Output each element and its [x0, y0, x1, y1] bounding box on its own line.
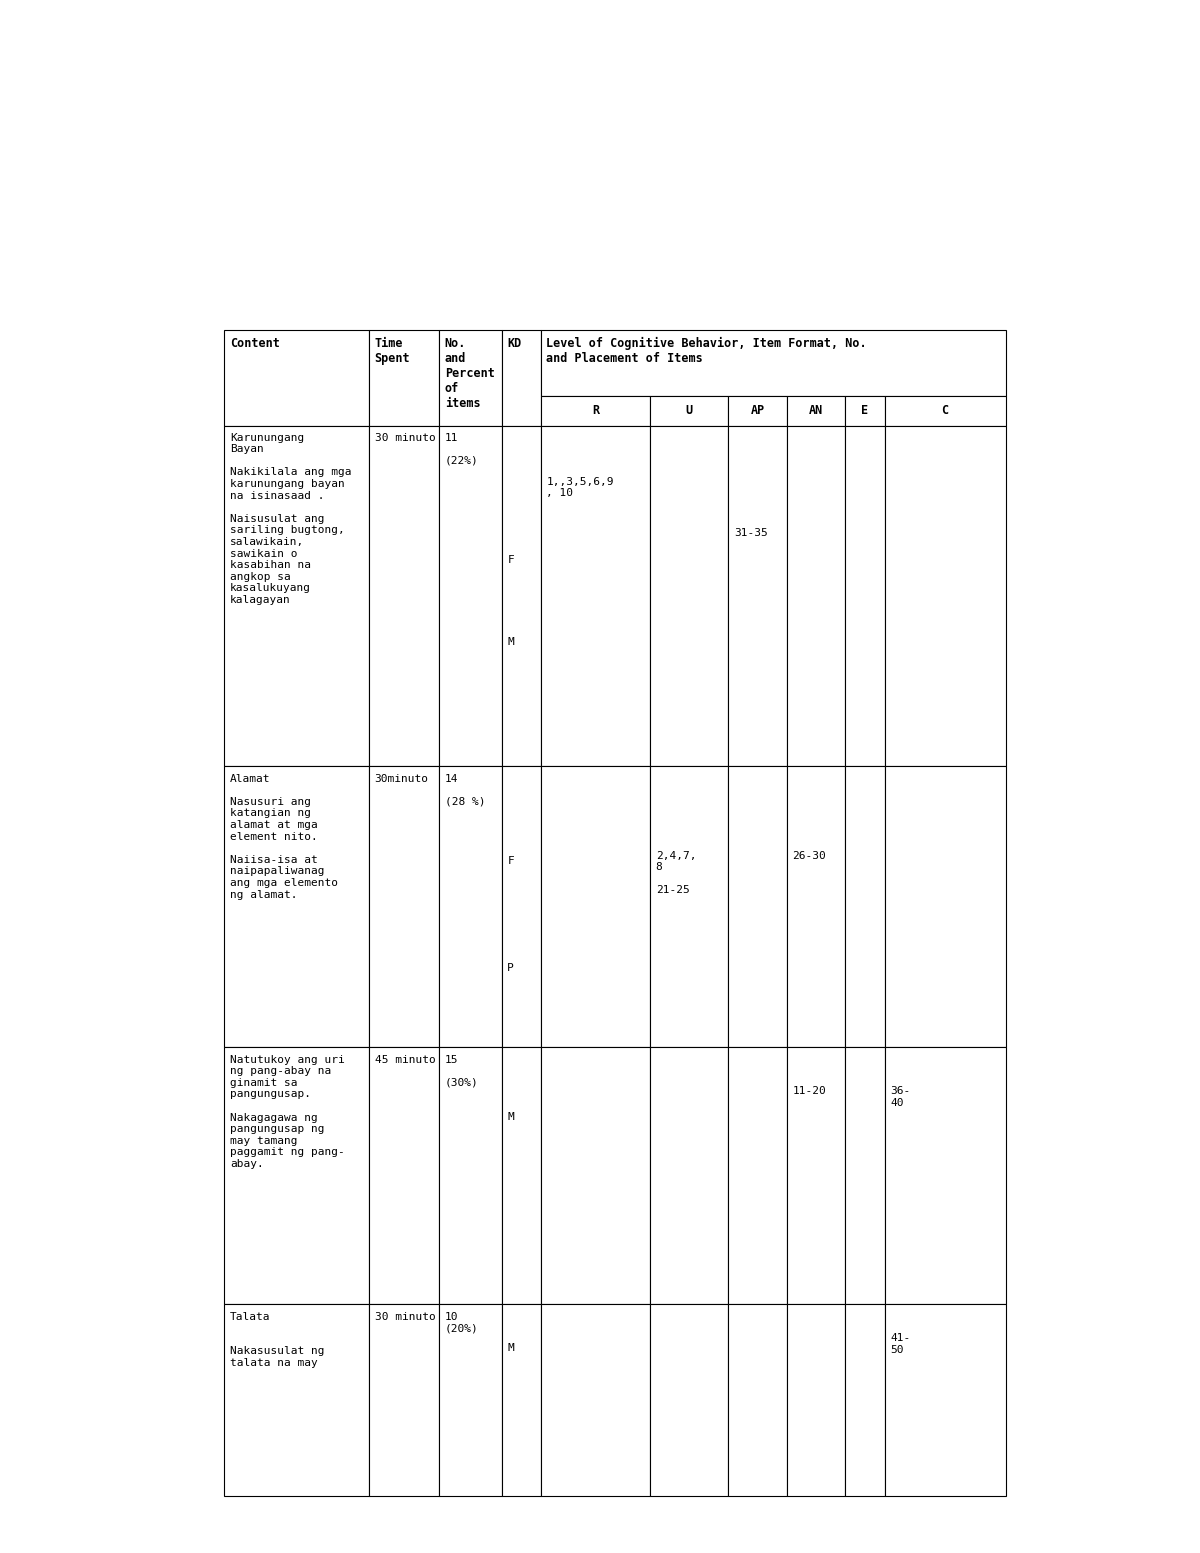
Bar	[787, 426, 846, 766]
Bar	[846, 766, 884, 1047]
Text: M: M	[508, 1343, 514, 1353]
Bar	[439, 426, 502, 766]
Text: M: M	[508, 1112, 514, 1121]
Text: Content: Content	[230, 337, 280, 349]
Bar	[787, 1305, 846, 1496]
Text: F: F	[508, 856, 514, 867]
Text: 1,,3,5,6,9
, 10: 1,,3,5,6,9 , 10	[546, 477, 614, 499]
Bar	[884, 1305, 1006, 1496]
Text: 41-
50: 41- 50	[890, 1332, 911, 1354]
Bar	[787, 396, 846, 426]
Bar	[368, 766, 439, 1047]
Text: Alamat

Nasusuri ang
katangian ng
alamat at mga
element nito.

Naiisa-isa at
nai: Alamat Nasusuri ang katangian ng alamat …	[230, 773, 338, 899]
Bar	[846, 426, 884, 766]
Bar	[541, 1047, 650, 1305]
Text: 11-20: 11-20	[792, 1086, 826, 1096]
Text: E: E	[862, 404, 869, 418]
Text: No.
and
Percent
of
items: No. and Percent of items	[445, 337, 494, 410]
Bar	[439, 1047, 502, 1305]
Text: 30 minuto: 30 minuto	[374, 1312, 436, 1322]
Bar	[884, 1047, 1006, 1305]
Bar	[224, 426, 368, 766]
Bar	[650, 426, 728, 766]
Bar	[846, 1305, 884, 1496]
Text: 10
(20%): 10 (20%)	[445, 1312, 479, 1332]
Bar	[368, 1305, 439, 1496]
Text: AN: AN	[809, 404, 823, 418]
Text: P: P	[508, 963, 514, 974]
Text: 11

(22%): 11 (22%)	[445, 433, 479, 466]
Bar	[846, 1047, 884, 1305]
Bar	[728, 396, 787, 426]
Bar	[728, 1047, 787, 1305]
Bar	[439, 766, 502, 1047]
Text: Natutukoy ang uri
ng pang-abay na
ginamit sa
pangungusap.

Nakagagawa ng
pangung: Natutukoy ang uri ng pang-abay na ginami…	[230, 1054, 344, 1169]
Bar	[650, 1047, 728, 1305]
Text: AP: AP	[750, 404, 764, 418]
Bar	[368, 426, 439, 766]
Bar	[541, 329, 1006, 396]
Text: 36-
40: 36- 40	[890, 1086, 911, 1107]
Bar	[502, 1305, 541, 1496]
Text: U: U	[685, 404, 692, 418]
Bar	[541, 396, 650, 426]
Text: 26-30: 26-30	[792, 851, 826, 860]
Bar	[728, 1305, 787, 1496]
Bar	[224, 1047, 368, 1305]
Bar	[439, 329, 502, 426]
Text: F: F	[508, 554, 514, 565]
Bar	[224, 1305, 368, 1496]
Bar	[884, 766, 1006, 1047]
Bar	[502, 766, 541, 1047]
Bar	[884, 396, 1006, 426]
Text: R: R	[592, 404, 599, 418]
Bar	[787, 1047, 846, 1305]
Text: Karunungang
Bayan

Nakikilala ang mga
karunungang bayan
na isinasaad .

Naisusul: Karunungang Bayan Nakikilala ang mga kar…	[230, 433, 352, 606]
Bar	[884, 426, 1006, 766]
Bar	[224, 766, 368, 1047]
Bar	[224, 329, 368, 426]
Text: 30 minuto: 30 minuto	[374, 433, 436, 443]
Text: KD: KD	[508, 337, 522, 349]
Text: Talata


Nakasusulat ng
talata na may: Talata Nakasusulat ng talata na may	[230, 1312, 324, 1368]
Text: 15

(30%): 15 (30%)	[445, 1054, 479, 1087]
Bar	[541, 766, 650, 1047]
Text: C: C	[942, 404, 949, 418]
Text: 14

(28 %): 14 (28 %)	[445, 773, 485, 806]
Bar	[728, 426, 787, 766]
Bar	[502, 329, 541, 426]
Text: Level of Cognitive Behavior, Item Format, No.
and Placement of Items: Level of Cognitive Behavior, Item Format…	[546, 337, 866, 365]
Bar	[650, 396, 728, 426]
Text: Time
Spent: Time Spent	[374, 337, 410, 365]
Bar	[502, 426, 541, 766]
Bar	[439, 1305, 502, 1496]
Bar	[787, 766, 846, 1047]
Text: M: M	[508, 637, 514, 646]
Bar	[650, 1305, 728, 1496]
Bar	[368, 329, 439, 426]
Bar	[728, 766, 787, 1047]
Bar	[541, 1305, 650, 1496]
Text: 30minuto: 30minuto	[374, 773, 428, 784]
Bar	[650, 766, 728, 1047]
Bar	[502, 1047, 541, 1305]
Text: 31-35: 31-35	[734, 528, 768, 537]
Text: 2,4,7,
8

21-25: 2,4,7, 8 21-25	[655, 851, 696, 896]
Bar	[846, 396, 884, 426]
Text: 45 minuto: 45 minuto	[374, 1054, 436, 1064]
Bar	[368, 1047, 439, 1305]
Bar	[541, 426, 650, 766]
